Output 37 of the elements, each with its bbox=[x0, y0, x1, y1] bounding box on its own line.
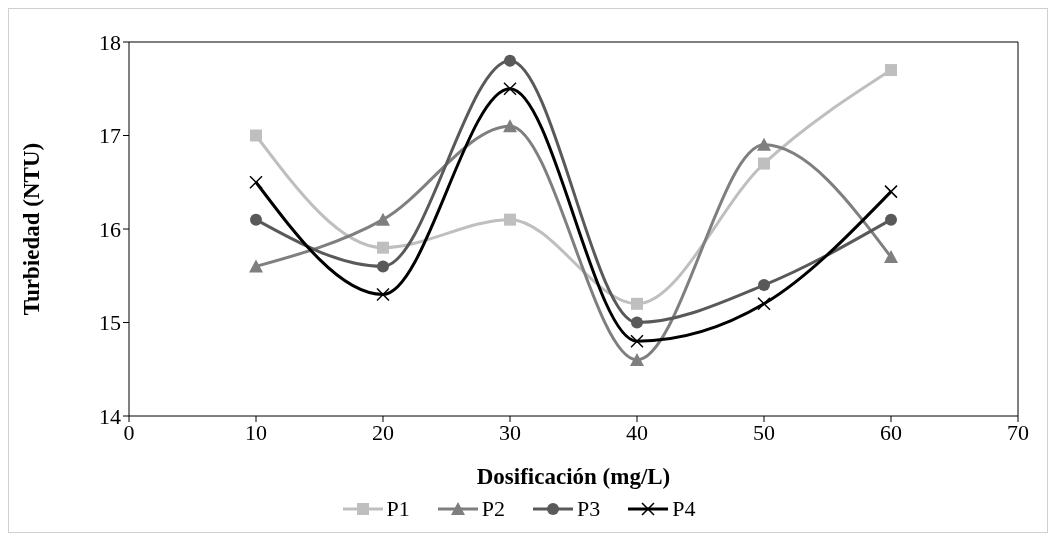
y-tick-label: 18 bbox=[99, 29, 121, 55]
point bbox=[504, 213, 516, 226]
x-tick-label: 70 bbox=[1007, 419, 1029, 445]
x-axis-title: Dosificación (mg/L) bbox=[476, 464, 671, 489]
point bbox=[250, 213, 262, 226]
point bbox=[503, 119, 517, 133]
point bbox=[249, 259, 263, 273]
point bbox=[885, 64, 897, 77]
point bbox=[757, 137, 771, 151]
point bbox=[377, 241, 389, 254]
legend-label: P3 bbox=[576, 496, 601, 522]
x-tick-label: 20 bbox=[372, 419, 394, 445]
legend-label: P4 bbox=[671, 496, 696, 522]
point bbox=[758, 157, 770, 170]
y-tick-label: 15 bbox=[99, 310, 121, 336]
x-tick-label: 30 bbox=[499, 419, 521, 445]
legend-label: P2 bbox=[480, 496, 505, 522]
point bbox=[631, 297, 643, 310]
y-tick-label: 16 bbox=[99, 216, 121, 242]
point bbox=[885, 213, 897, 226]
legend-label: P1 bbox=[385, 496, 410, 522]
point bbox=[376, 212, 390, 226]
x-tick-label: 60 bbox=[880, 419, 902, 445]
x-tick-label: 50 bbox=[753, 419, 775, 445]
y-tick-label: 14 bbox=[99, 403, 121, 429]
point bbox=[504, 54, 516, 67]
point bbox=[630, 352, 644, 366]
x-tick-label: 10 bbox=[245, 419, 267, 445]
point bbox=[377, 260, 389, 273]
y-tick-label: 17 bbox=[99, 123, 121, 149]
y-axis-title: Turbiedad (NTU) bbox=[19, 142, 45, 316]
x-tick-label: 0 bbox=[123, 419, 135, 445]
point bbox=[884, 250, 898, 264]
point bbox=[758, 279, 770, 292]
x-tick-label: 40 bbox=[626, 419, 648, 445]
point bbox=[631, 316, 643, 329]
point bbox=[250, 129, 262, 142]
